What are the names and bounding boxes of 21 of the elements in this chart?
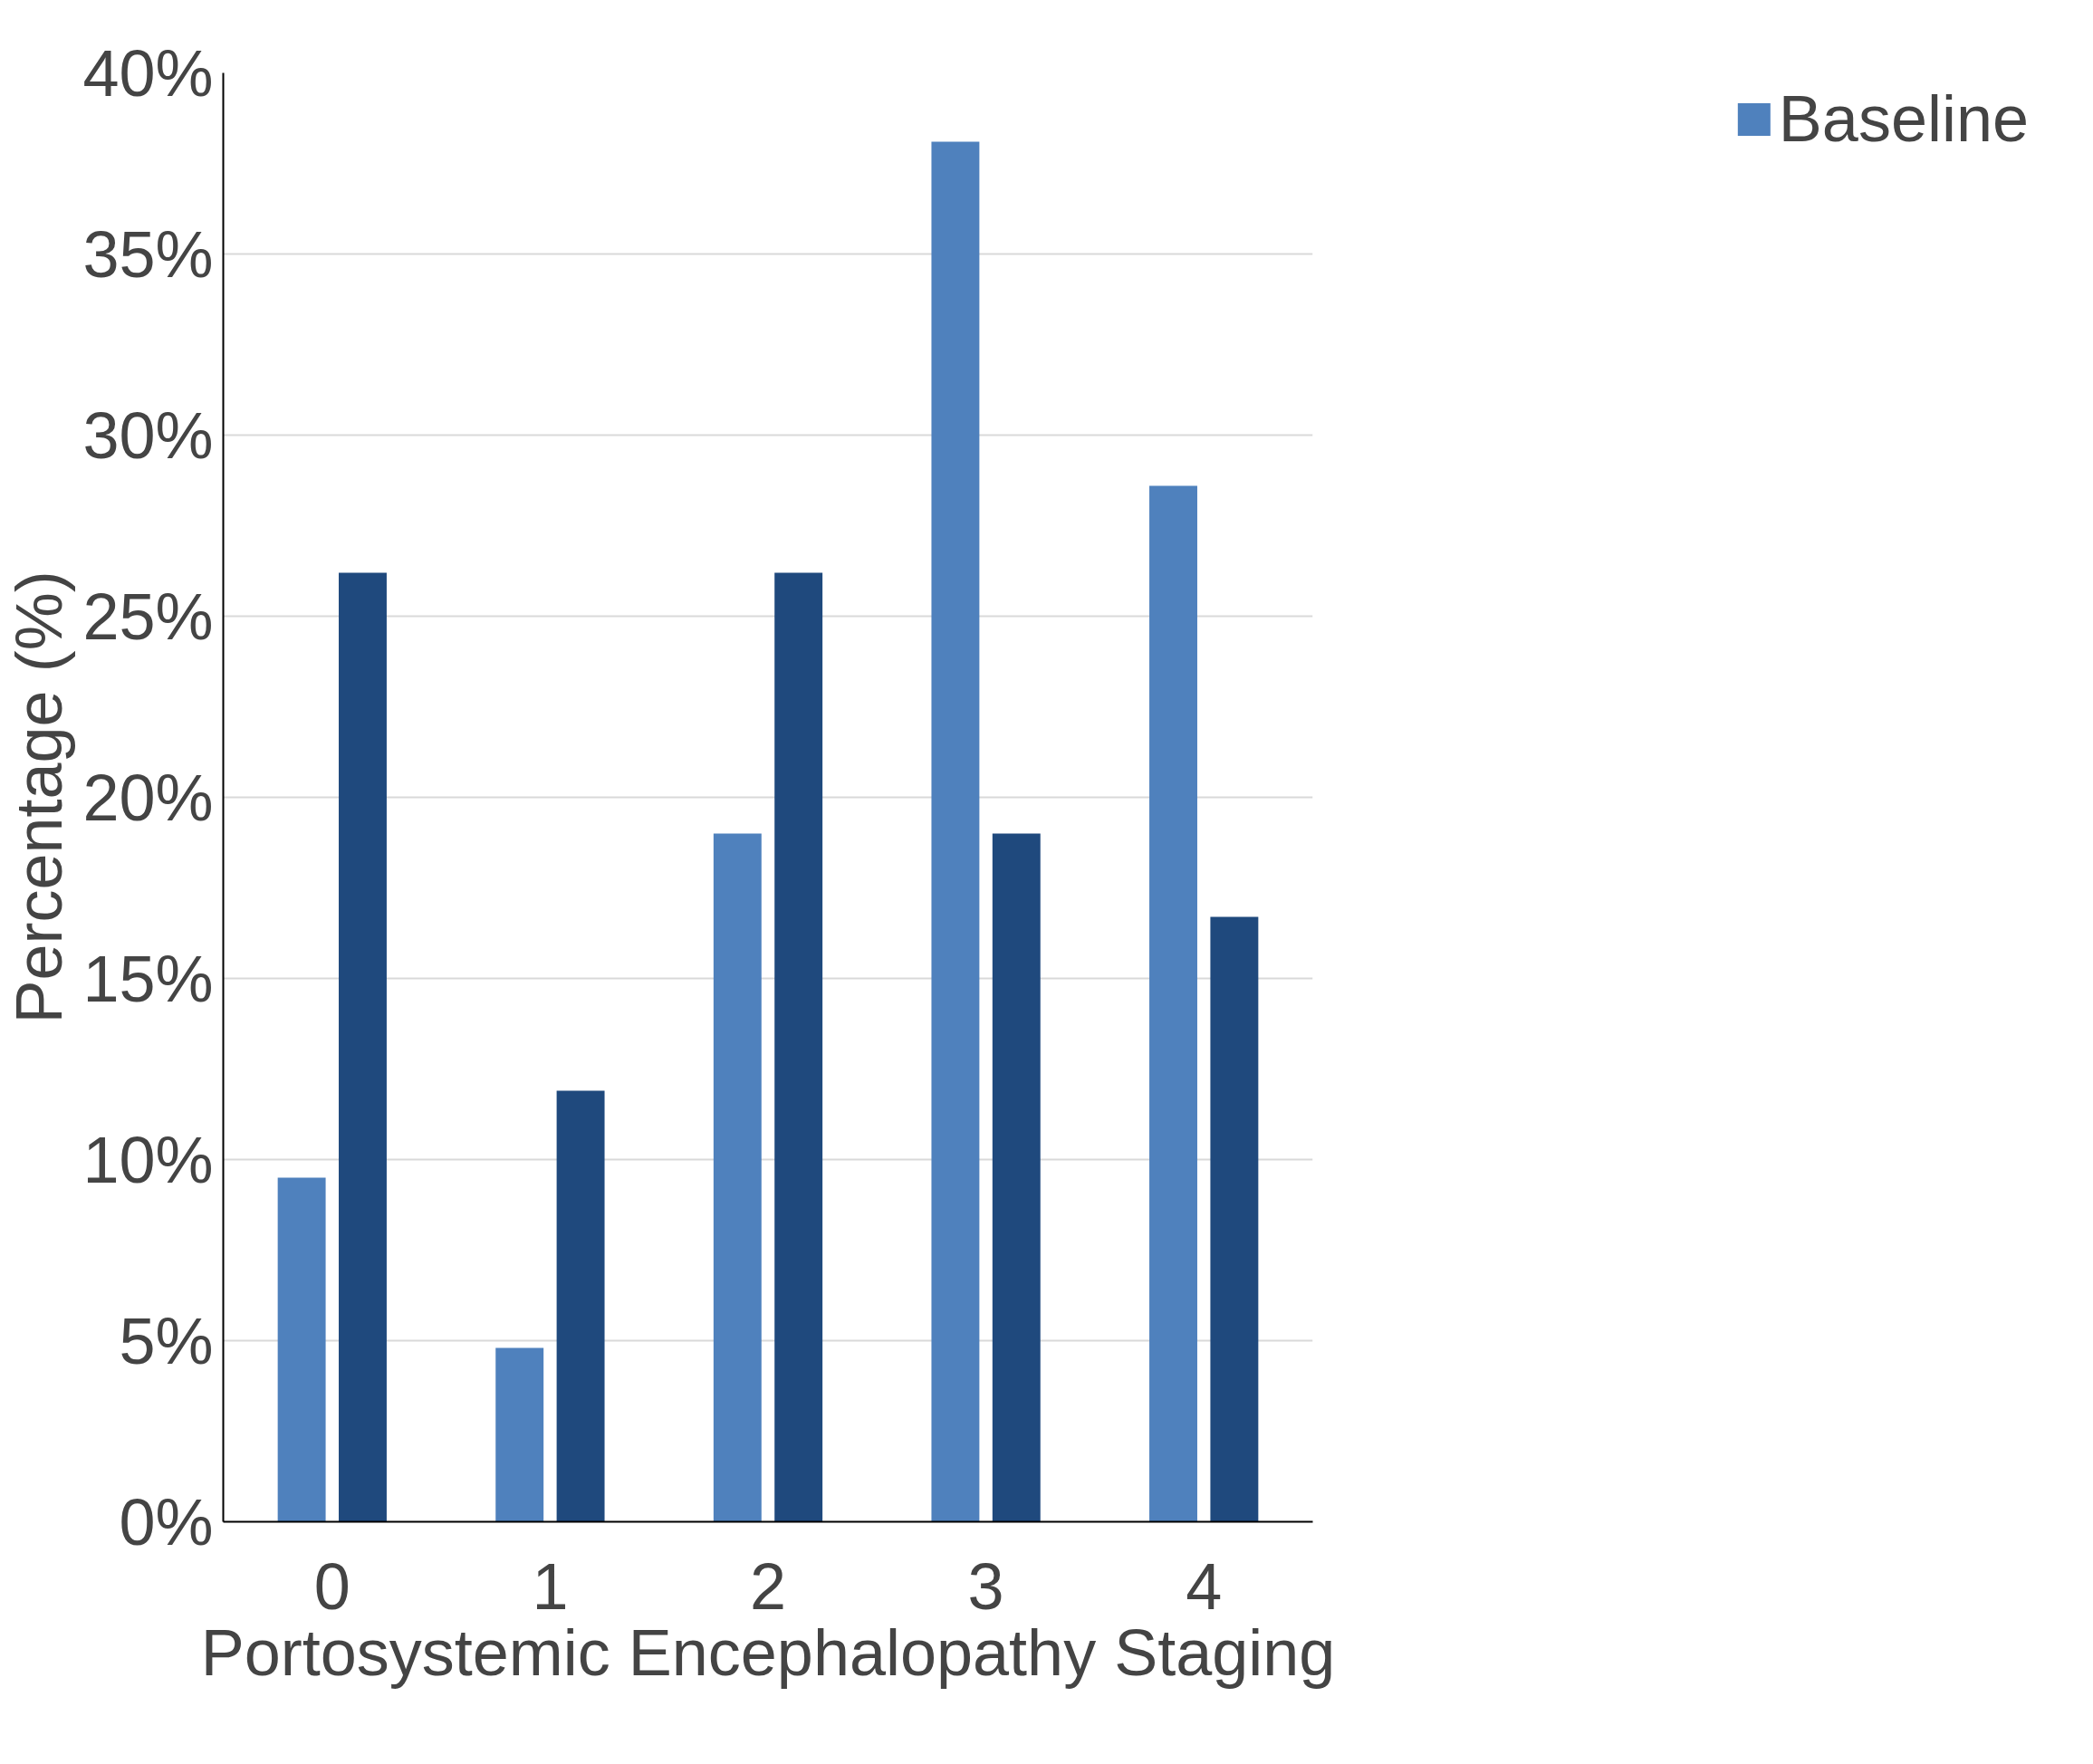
y-tick-label: 5% (119, 1304, 214, 1377)
y-axis-title: Percentage (%) (3, 570, 76, 1024)
bar (1210, 916, 1259, 1522)
bar (556, 1090, 605, 1522)
y-tick-label: 10% (82, 1123, 214, 1196)
bar (1149, 485, 1197, 1522)
y-tick-label: 30% (82, 398, 214, 472)
y-tick-label: 0% (119, 1485, 214, 1558)
bar (931, 141, 980, 1522)
y-tick-label: 20% (82, 761, 214, 834)
y-tick-label: 15% (82, 942, 214, 1015)
bar (277, 1177, 326, 1522)
bar (339, 572, 387, 1522)
y-tick-label: 25% (82, 580, 214, 653)
bar (992, 833, 1041, 1522)
legend-label: Baseline (1778, 81, 2029, 156)
bar (774, 572, 823, 1522)
bar (713, 833, 762, 1522)
y-tick-label: 35% (82, 217, 214, 291)
bar (495, 1347, 544, 1522)
y-tick-label: 40% (82, 36, 214, 110)
